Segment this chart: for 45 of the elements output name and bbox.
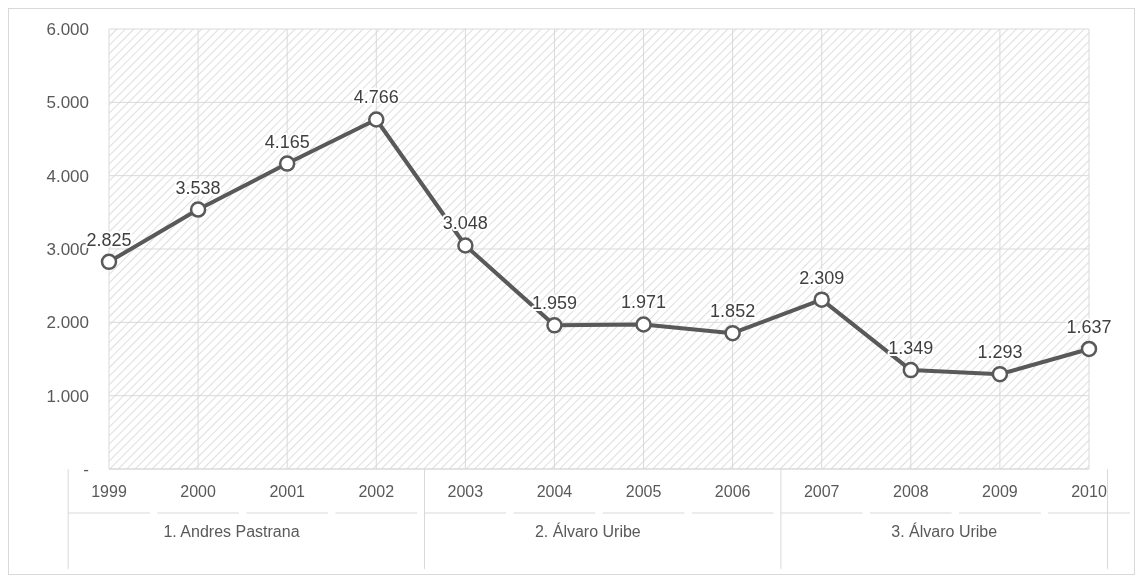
x-tick-label: 2009 (982, 483, 1018, 500)
x-tick-label: 2001 (269, 483, 306, 500)
y-tick-label: - (83, 460, 89, 480)
data-label: 1.293 (977, 342, 1023, 363)
y-tick-label: 1.000 (46, 386, 89, 406)
point (546, 317, 563, 334)
data-label: 2.825 (86, 229, 132, 250)
data-label: 1.349 (888, 338, 934, 359)
x-tick-label: 2004 (536, 483, 573, 500)
y-tick-label: 3.000 (46, 240, 89, 260)
x-tick-label: 2003 (447, 483, 484, 500)
data-label: 4.766 (353, 87, 399, 108)
y-tick-label: 6.000 (46, 20, 89, 40)
data-label: 4.165 (264, 131, 310, 152)
point (1080, 340, 1098, 358)
data-label: 2.309 (799, 267, 845, 288)
x-tick-label: 2005 (625, 483, 662, 500)
point (813, 291, 830, 308)
data-label: 1.971 (621, 292, 667, 313)
point (902, 361, 920, 379)
y-tick-label: 2.000 (46, 313, 89, 333)
text: 3. Álvaro Uribe (891, 522, 998, 540)
point (278, 155, 296, 172)
point (724, 324, 741, 342)
x-tick-label: 2010 (1071, 483, 1107, 500)
x-tick-label: 2008 (893, 483, 929, 500)
y-tick-label: 5.000 (46, 93, 89, 113)
text: 2. Álvaro Uribe (534, 522, 641, 540)
x-tick-label: 1999 (91, 483, 127, 500)
data-label: 3.538 (175, 177, 221, 198)
point (991, 365, 1009, 383)
point (635, 316, 652, 333)
point (457, 237, 474, 254)
x-tick-label: 2002 (358, 483, 395, 500)
data-label: 1.852 (710, 301, 756, 322)
y-tick-label: 4.000 (46, 166, 89, 186)
data-label: 1.637 (1066, 316, 1112, 337)
x-tick-label: 2000 (180, 483, 216, 500)
point (100, 253, 118, 271)
point (189, 201, 207, 218)
point (368, 111, 385, 128)
x-tick-label: 2007 (803, 483, 840, 500)
data-label: 1.959 (531, 293, 577, 314)
text: 1. Andres Pastrana (163, 523, 300, 540)
x-tick-label: 2006 (714, 483, 751, 500)
